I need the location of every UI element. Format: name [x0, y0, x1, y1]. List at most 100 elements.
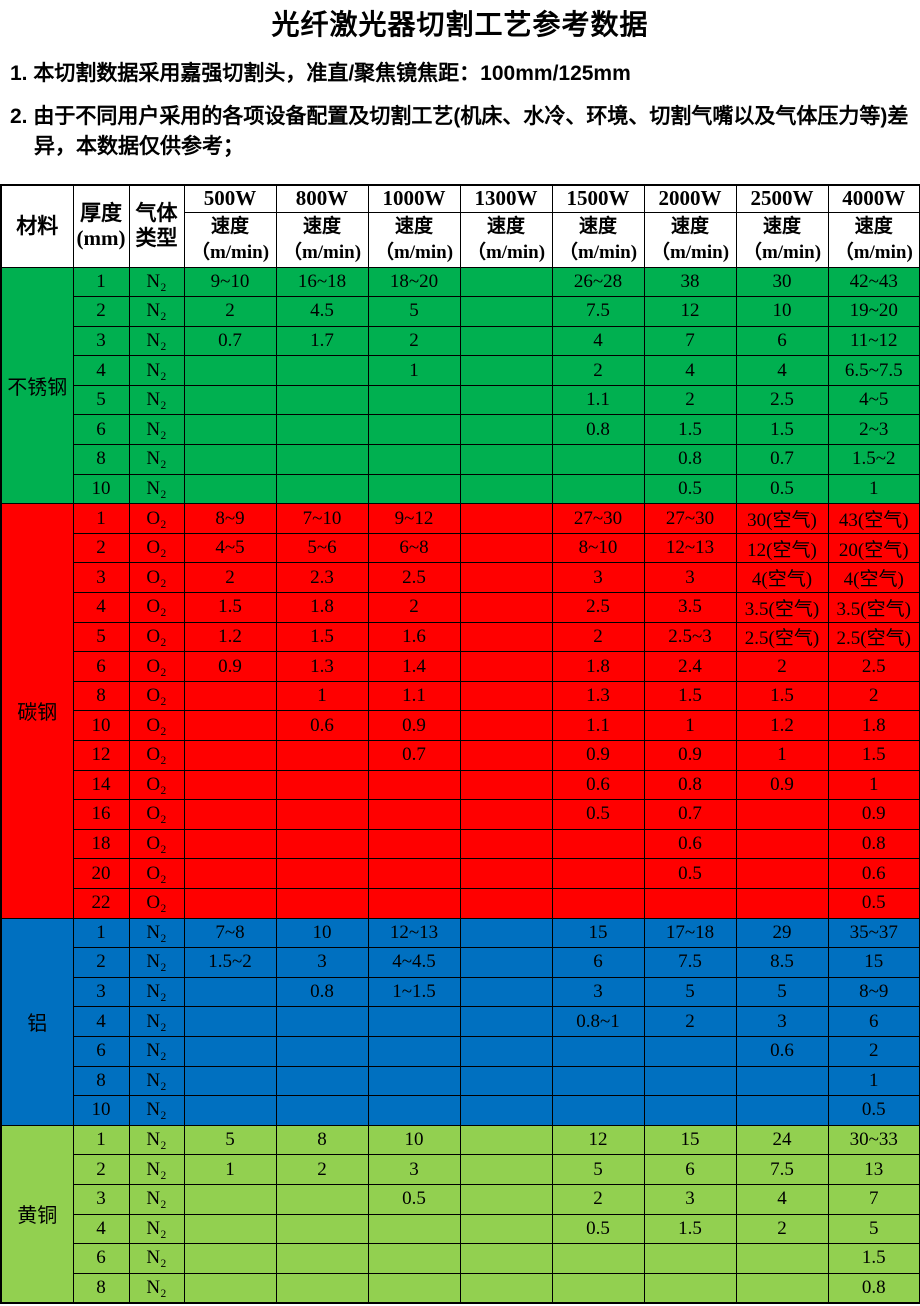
- gas-cell: N₂: [128, 473, 185, 505]
- speed-cell-800w: [275, 1183, 369, 1215]
- thickness-cell: 22: [72, 887, 130, 919]
- gas-cell: N₂: [128, 947, 185, 978]
- thickness-cell: 8: [72, 1272, 130, 1304]
- speed-cell-500w: [183, 828, 277, 860]
- table-row: 5 N₂ 1.1 2 2.5 4~5: [1, 384, 920, 416]
- speed-cell-4000w: 1: [827, 1065, 920, 1097]
- speed-cell-800w: 3: [275, 947, 369, 978]
- speed-cell-4000w: 0.8: [827, 1272, 920, 1304]
- speed-cell-1300w: [459, 887, 553, 919]
- speed-cell-1500w: 8~10: [551, 532, 645, 564]
- thickness-cell: 3: [72, 976, 130, 1008]
- speed-cell-1500w: 2.5: [551, 592, 645, 623]
- speed-cell-500w: 1.5~2: [183, 947, 277, 978]
- speed-cell-1500w: [551, 1035, 645, 1067]
- speed-cell-800w: 10: [275, 917, 369, 949]
- speed-cell-2500w: 2: [735, 651, 829, 682]
- speed-cell-1000w: 1.4: [367, 651, 461, 682]
- material-cell-aluminum: 铝: [0, 917, 74, 1126]
- speed-cell-2000w: 3: [643, 562, 737, 594]
- table-row: 16 O₂ 0.5 0.7 0.9: [1, 799, 920, 830]
- speed-cell-1500w: 0.6: [551, 769, 645, 801]
- power-header-1300w: 1300W: [459, 184, 553, 213]
- speed-cell-2000w: 1.5: [643, 1213, 737, 1245]
- speed-cell-2000w: [643, 1272, 737, 1304]
- speed-cell-1300w: [459, 384, 553, 416]
- speed-cell-1000w: 2: [367, 592, 461, 623]
- speed-cell-1300w: [459, 296, 553, 327]
- speed-cell-800w: [275, 828, 369, 860]
- speed-cell-1500w: 7.5: [551, 296, 645, 327]
- speed-cell-800w: 0.6: [275, 710, 369, 741]
- speed-cell-4000w: 0.5: [827, 887, 920, 919]
- speed-cell-4000w: 6: [827, 1006, 920, 1037]
- speed-cell-1000w: [367, 887, 461, 919]
- speed-cell-800w: [275, 473, 369, 505]
- speed-cell-800w: [275, 1065, 369, 1097]
- speed-cell-2500w: 4(空气): [735, 562, 829, 594]
- speed-unit-header: 速度 （m/min): [275, 211, 369, 268]
- speed-cell-500w: 1: [183, 1154, 277, 1185]
- speed-cell-1300w: [459, 828, 553, 860]
- speed-cell-500w: [183, 1243, 277, 1274]
- gas-cell: N₂: [128, 1035, 185, 1067]
- speed-cell-500w: 4~5: [183, 532, 277, 564]
- speed-cell-500w: [183, 710, 277, 741]
- speed-cell-1300w: [459, 1272, 553, 1304]
- gas-cell: O₂: [128, 799, 185, 830]
- speed-cell-1300w: [459, 444, 553, 475]
- speed-cell-1000w: 18~20: [367, 266, 461, 298]
- gas-cell: O₂: [128, 562, 185, 594]
- speed-cell-1000w: 0.9: [367, 710, 461, 741]
- speed-cell-4000w: 30~33: [827, 1124, 920, 1156]
- thickness-cell: 16: [72, 799, 130, 830]
- gas-cell: N₂: [128, 1006, 185, 1037]
- table-row: 12 O₂ 0.7 0.9 0.9 1 1.5: [1, 740, 920, 771]
- speed-cell-1500w: 1.1: [551, 384, 645, 416]
- notes-block: 1. 本切割数据采用嘉强切割头，准直/聚焦镜焦距：100mm/125mm 2. …: [10, 59, 912, 162]
- gas-cell: N₂: [128, 1095, 185, 1126]
- speed-cell-1300w: [459, 1213, 553, 1245]
- speed-cell-2500w: 5: [735, 976, 829, 1008]
- speed-cell-800w: 2: [275, 1154, 369, 1185]
- speed-cell-1500w: [551, 858, 645, 889]
- speed-cell-1300w: [459, 266, 553, 298]
- speed-cell-1300w: [459, 976, 553, 1008]
- speed-cell-2500w: [735, 858, 829, 889]
- speed-cell-1300w: [459, 769, 553, 801]
- speed-cell-500w: [183, 1272, 277, 1304]
- speed-cell-1500w: [551, 1272, 645, 1304]
- speed-cell-1300w: [459, 1006, 553, 1037]
- speed-cell-2500w: 30(空气): [735, 503, 829, 534]
- speed-cell-2500w: 12(空气): [735, 532, 829, 564]
- speed-cell-4000w: 8~9: [827, 976, 920, 1008]
- speed-cell-2500w: 29: [735, 917, 829, 949]
- speed-cell-1000w: 4~4.5: [367, 947, 461, 978]
- speed-cell-1500w: [551, 828, 645, 860]
- speed-cell-1500w: 1.8: [551, 651, 645, 682]
- speed-cell-2000w: 0.7: [643, 799, 737, 830]
- speed-cell-500w: [183, 1095, 277, 1126]
- speed-cell-1300w: [459, 1243, 553, 1274]
- speed-cell-2500w: 8.5: [735, 947, 829, 978]
- speed-cell-1500w: 2: [551, 1183, 645, 1215]
- speed-cell-2500w: 0.6: [735, 1035, 829, 1067]
- note-1: 1. 本切割数据采用嘉强切割头，准直/聚焦镜焦距：100mm/125mm: [10, 62, 631, 85]
- speed-cell-2000w: 7.5: [643, 947, 737, 978]
- table-row: 6 N₂ 0.6 2: [1, 1035, 920, 1067]
- speed-cell-1000w: 6~8: [367, 532, 461, 564]
- speed-cell-4000w: 2: [827, 680, 920, 712]
- material-header: 材料: [0, 184, 74, 268]
- table-row: 铝 1 N₂ 7~8 10 12~13 15 17~18 29 35~37: [0, 917, 920, 1126]
- table-row: 10 N₂ 0.5 0.5 1: [1, 473, 920, 505]
- speed-cell-1500w: [551, 1243, 645, 1274]
- material-cell-brass: 黄铜: [0, 1124, 74, 1304]
- speed-cell-1500w: 6: [551, 947, 645, 978]
- speed-cell-1000w: 0.5: [367, 1183, 461, 1215]
- speed-cell-500w: 0.7: [183, 325, 277, 357]
- speed-cell-2500w: 2.5(空气): [735, 621, 829, 653]
- speed-cell-4000w: 42~43: [827, 266, 920, 298]
- thickness-cell: 3: [72, 325, 130, 357]
- speed-cell-800w: 8: [275, 1124, 369, 1156]
- thickness-cell: 8: [72, 1065, 130, 1097]
